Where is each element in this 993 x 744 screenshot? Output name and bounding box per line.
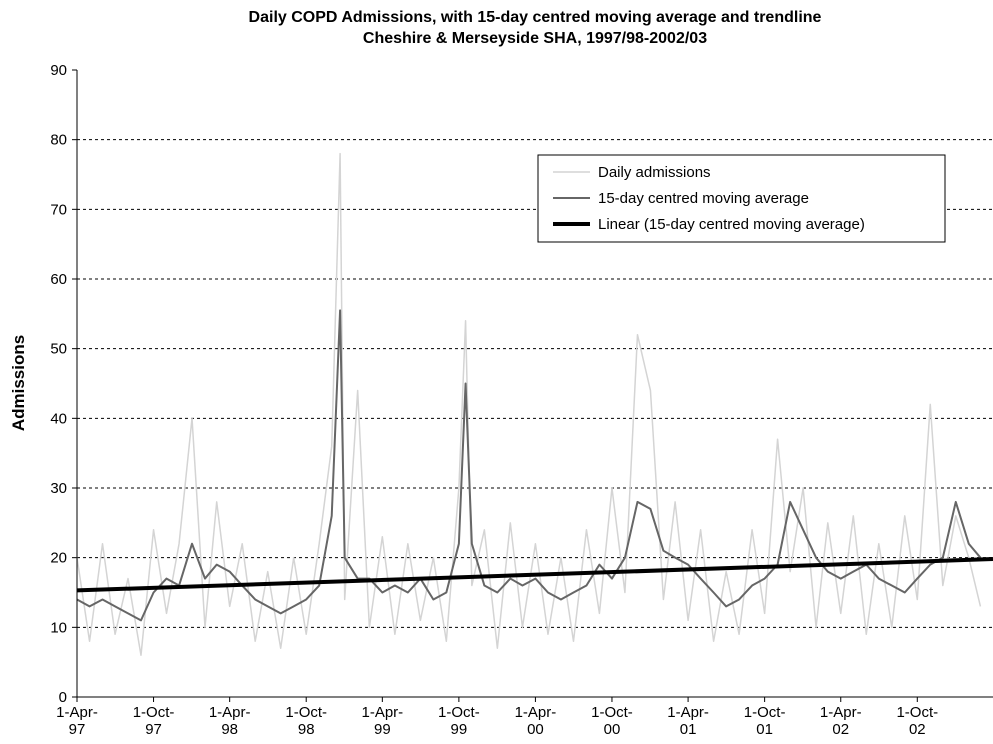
x-tick-label: 1-Oct-00 (591, 704, 633, 738)
chart-subtitle: Cheshire & Merseyside SHA, 1997/98-2002/… (363, 30, 707, 47)
y-tick-label: 60 (50, 271, 67, 288)
y-tick-label: 20 (50, 550, 67, 567)
x-tick-label: 1-Apr-98 (209, 704, 251, 738)
y-tick-label: 80 (50, 132, 67, 149)
x-tick-label: 1-Apr-00 (515, 704, 557, 738)
legend-label: 15-day centred moving average (598, 190, 809, 207)
x-tick-label: 1-Apr-02 (820, 704, 862, 738)
y-tick-label: 90 (50, 62, 67, 79)
series-line (76, 309, 982, 622)
legend-label: Daily admissions (598, 164, 711, 181)
x-tick-label: 1-Apr-97 (56, 704, 98, 738)
y-tick-label: 30 (50, 480, 67, 497)
y-axis-label: Admissions (9, 335, 28, 431)
x-tick-label: 1-Apr-99 (361, 704, 403, 738)
x-tick-label: 1-Oct-02 (896, 704, 938, 738)
x-tick-label: 1-Apr-01 (667, 704, 709, 738)
y-tick-label: 50 (50, 341, 67, 358)
series-line (76, 557, 993, 593)
x-tick-label: 1-Oct-99 (438, 704, 480, 738)
x-tick-label: 1-Oct-01 (744, 704, 786, 738)
y-tick-label: 0 (59, 689, 67, 706)
x-tick-label: 1-Oct-97 (133, 704, 175, 738)
legend-label: Linear (15-day centred moving average) (598, 216, 865, 233)
y-tick-label: 70 (50, 201, 67, 218)
y-tick-label: 10 (50, 619, 67, 636)
legend-box (537, 154, 946, 243)
y-tick-label: 40 (50, 410, 67, 427)
chart-title: Daily COPD Admissions, with 15-day centr… (249, 9, 822, 26)
x-tick-label: 1-Oct-98 (285, 704, 327, 738)
